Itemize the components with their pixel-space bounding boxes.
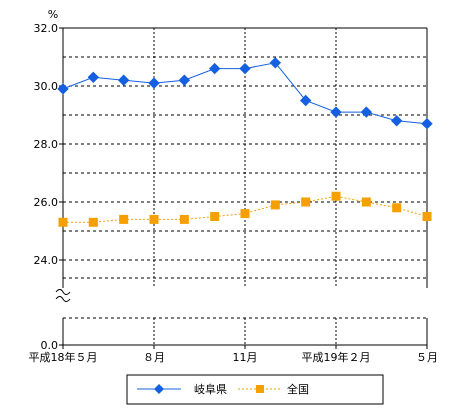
data-point-diamond bbox=[390, 115, 403, 127]
data-point-diamond bbox=[117, 74, 130, 86]
y-tick-label: 0.0 bbox=[41, 339, 59, 352]
y-tick-label: 32.0 bbox=[34, 22, 59, 35]
data-point-square bbox=[331, 191, 341, 201]
data-point-square bbox=[88, 217, 98, 227]
data-point-square bbox=[179, 214, 189, 224]
legend-marker-diamond bbox=[154, 384, 164, 394]
axis-break-mark bbox=[55, 289, 71, 302]
data-point-square bbox=[422, 212, 432, 221]
data-point-diamond bbox=[299, 94, 312, 107]
data-point-square bbox=[149, 214, 159, 224]
x-tick-label: ５月 bbox=[416, 351, 438, 364]
data-point-diamond bbox=[178, 74, 191, 86]
grid-lines bbox=[63, 27, 427, 345]
data-point-diamond bbox=[87, 71, 100, 84]
data-point-square bbox=[301, 197, 311, 207]
data-point-square bbox=[58, 217, 68, 227]
y-tick-label: 28.0 bbox=[34, 138, 59, 151]
legend: 岐阜県 全国 bbox=[126, 374, 384, 405]
series-1 bbox=[57, 57, 433, 130]
x-tick-label: ８月 bbox=[143, 351, 165, 364]
y-tick-label: 24.0 bbox=[34, 254, 59, 267]
y-tick-label: 30.0 bbox=[34, 80, 59, 93]
data-point-diamond bbox=[360, 106, 373, 118]
data-point-diamond bbox=[269, 57, 282, 69]
x-tick-label: 平成19年２月 bbox=[302, 350, 371, 364]
legend-label: 岐阜県 bbox=[194, 383, 227, 396]
plot-area bbox=[63, 28, 427, 345]
data-point-diamond bbox=[148, 77, 160, 89]
data-point-diamond bbox=[239, 62, 251, 75]
legend-marker-square bbox=[256, 385, 264, 393]
series-layer bbox=[57, 57, 433, 227]
legend-label: 全国 bbox=[287, 382, 309, 396]
data-point-square bbox=[270, 200, 280, 210]
data-point-square bbox=[361, 197, 371, 207]
y-tick-label: 26.0 bbox=[34, 196, 59, 209]
data-point-diamond bbox=[421, 117, 433, 130]
data-point-square bbox=[119, 214, 129, 224]
data-point-diamond bbox=[208, 62, 221, 75]
axes: 0.0 24.0 26.0 28.0 30.0 32.0% 平成18年５月 ８月 11月 平成19… bbox=[29, 8, 439, 364]
data-point-square bbox=[392, 203, 402, 213]
data-point-square bbox=[210, 212, 220, 221]
data-point-diamond bbox=[330, 106, 342, 118]
x-tick-label: 平成18年５月 bbox=[29, 350, 98, 364]
data-point-square bbox=[240, 209, 250, 219]
data-point-diamond bbox=[57, 83, 69, 95]
x-tick-label: 11月 bbox=[233, 351, 258, 364]
y-axis-unit: % bbox=[48, 8, 58, 21]
series-2 bbox=[58, 191, 432, 227]
